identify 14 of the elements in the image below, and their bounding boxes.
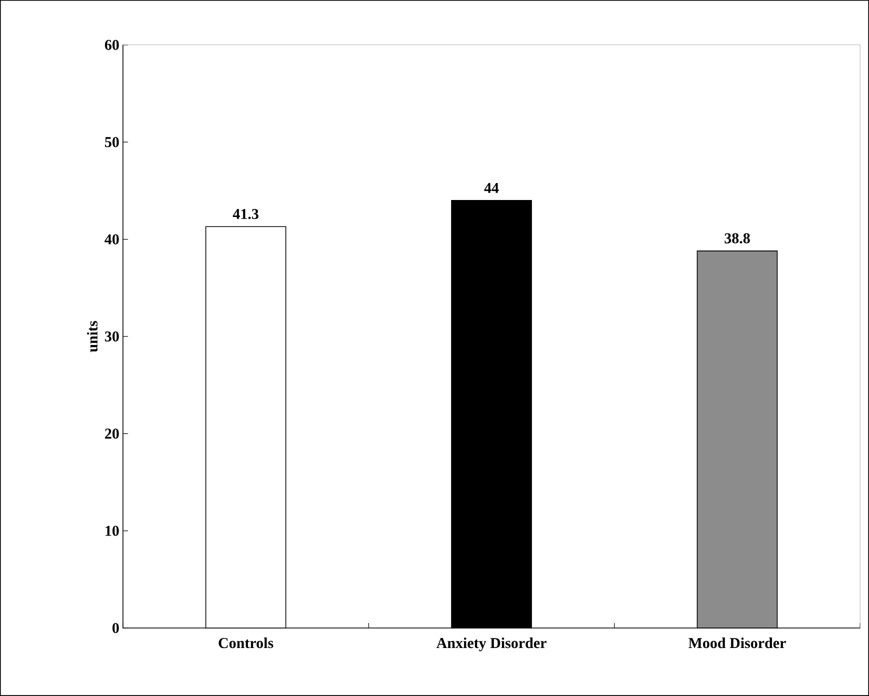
y-tick-label: 20 <box>105 428 119 439</box>
y-tick-label: 0 <box>112 623 119 634</box>
y-tick-label: 10 <box>106 526 119 536</box>
data-label: 44 <box>484 183 499 193</box>
data-label: 41.3 <box>232 208 258 220</box>
data-label: 38.8 <box>724 233 750 244</box>
y-tick-label: 30 <box>104 331 119 342</box>
y-tick-label: 50 <box>105 137 119 148</box>
x-tick-label: Controls <box>218 638 274 648</box>
x-tick-label: Mood Disorder <box>688 638 786 648</box>
x-tick-label: Anxiety Disorder <box>436 638 546 652</box>
y-axis-title: units <box>86 321 98 352</box>
y-tick-label: 60 <box>104 40 119 50</box>
y-tick-label: 40 <box>104 234 119 244</box>
